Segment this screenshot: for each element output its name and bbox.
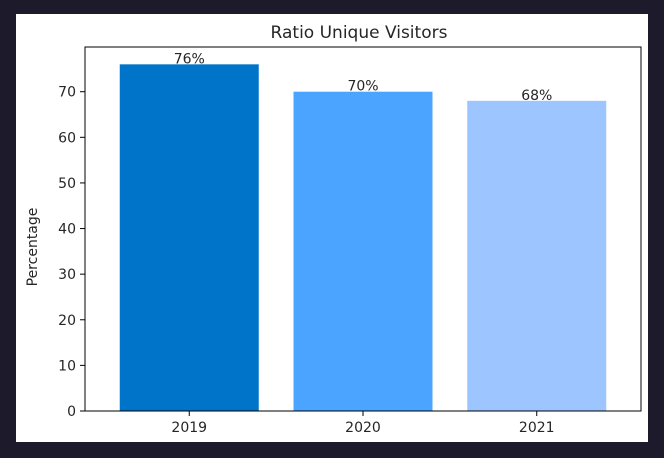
y-axis-label: Percentage xyxy=(25,208,41,287)
y-tick-label-70: 70 xyxy=(58,85,76,101)
x-tick-label-2019: 2019 xyxy=(171,420,207,436)
chart-frame: Ratio Unique Visitors Percentage 76% 70% 6… xyxy=(16,14,648,442)
y-tick-label-10: 10 xyxy=(58,358,76,374)
y-tick-label-30: 30 xyxy=(58,267,76,283)
y-ticks-group: 0 10 20 30 40 50 60 70 xyxy=(58,85,85,420)
y-tick-label-50: 50 xyxy=(58,176,76,192)
x-ticks-group: 2019 2020 2021 xyxy=(171,411,555,436)
y-tick-label-0: 0 xyxy=(67,404,76,420)
plot-area-border xyxy=(84,46,642,412)
chart-title: Ratio Unique Visitors xyxy=(271,23,448,43)
bar-chart: Ratio Unique Visitors Percentage 76% 70% 6… xyxy=(25,23,642,436)
x-tick-label-2020: 2020 xyxy=(345,420,381,436)
bar-2020 xyxy=(293,91,433,411)
y-tick-label-20: 20 xyxy=(58,313,76,329)
y-tick-label-40: 40 xyxy=(58,222,76,238)
bars-group: 76% 70% 68% xyxy=(119,51,607,412)
bar-value-label-2021: 68% xyxy=(521,88,552,104)
bar-value-label-2019: 76% xyxy=(174,51,205,67)
x-tick-label-2021: 2021 xyxy=(519,420,555,436)
bar-2021 xyxy=(467,100,607,412)
bar-value-label-2020: 70% xyxy=(347,79,378,95)
bar-2019 xyxy=(119,64,259,412)
y-tick-label-60: 60 xyxy=(58,130,76,146)
